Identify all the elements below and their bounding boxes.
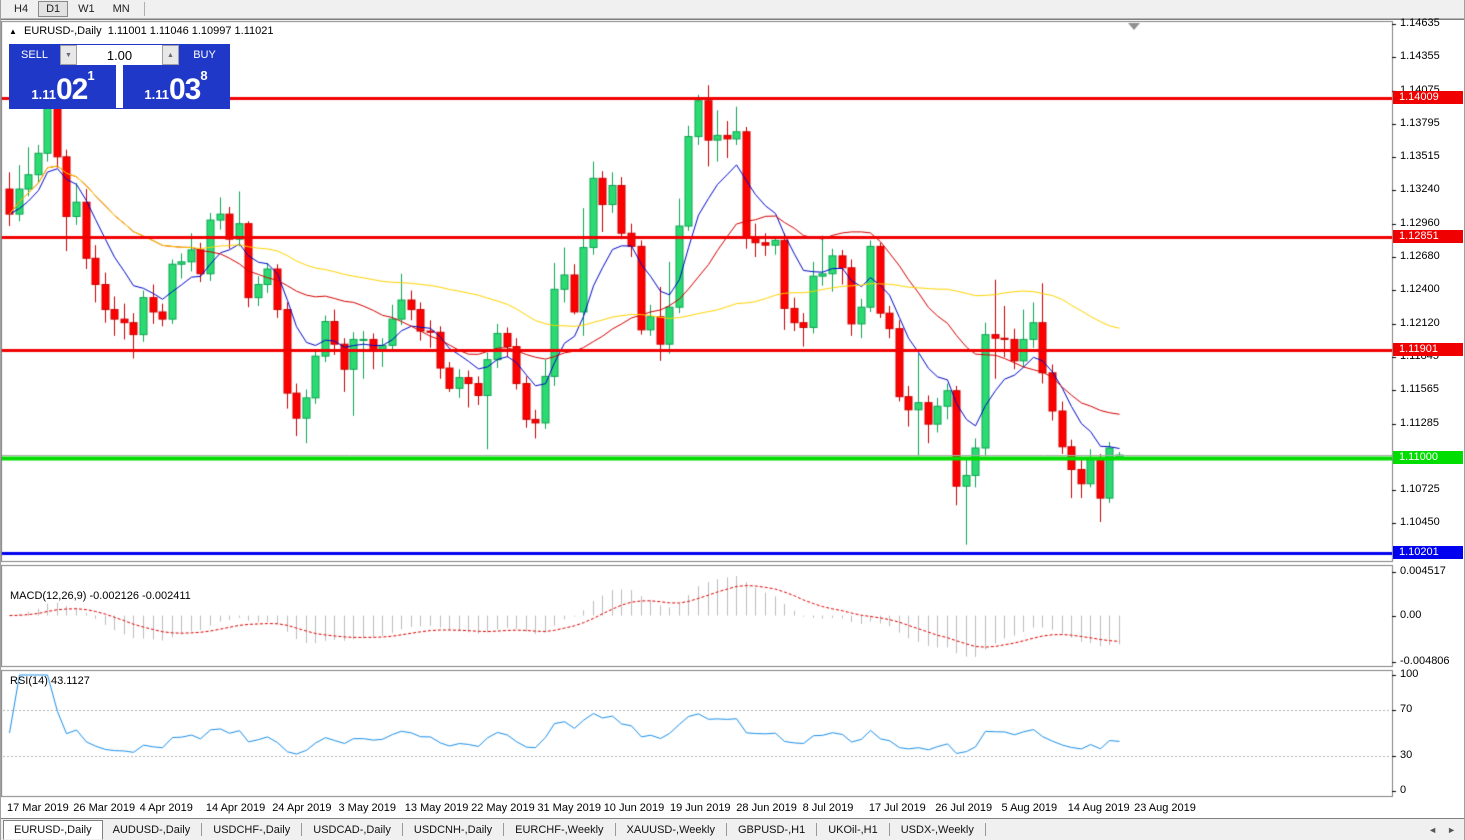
price-axis-label: 1.11565 [1400, 383, 1439, 395]
date-axis-label: 4 Apr 2019 [139, 802, 193, 814]
date-axis-label: 5 Aug 2019 [1001, 802, 1058, 814]
date-axis-label: 26 Mar 2019 [73, 802, 136, 814]
timeframe-toolbar: H4 D1 W1 MN [1, 0, 1464, 19]
price-axis-label: 1.11285 [1400, 417, 1439, 429]
rsi-axis-label: 30 [1400, 749, 1413, 761]
toolbar-separator [143, 2, 145, 16]
sell-quote-box[interactable]: 1.11 02 1 [10, 65, 116, 108]
date-axis-label: 17 Jul 2019 [868, 802, 926, 814]
macd-axis-label: -0.004806 [1400, 655, 1450, 667]
chart-canvas[interactable] [1, 20, 1464, 819]
date-axis-label: 28 Jun 2019 [736, 802, 797, 814]
buy-price-prefix: 1.11 [144, 87, 169, 102]
symbol-tab-ukoil-h1[interactable]: UKOil-,H1 [828, 823, 878, 836]
volume-stepper: ▼ ▲ [59, 45, 180, 65]
collapse-arrow-icon[interactable]: ▲ [9, 27, 17, 36]
date-axis-label: 24 Apr 2019 [272, 802, 332, 814]
rsi-axis-label: 0 [1400, 784, 1407, 796]
tab-scroll-right-icon[interactable]: ► [1447, 824, 1456, 835]
symbol-tab-usdx-weekly[interactable]: USDX-,Weekly [900, 823, 974, 836]
price-level-tag: 1.11000 [1393, 451, 1463, 464]
symbol-tab-eurchf-weekly[interactable]: EURCHF-,Weekly [515, 823, 604, 836]
price-axis-label: 1.12680 [1400, 250, 1440, 262]
price-axis-label: 1.13515 [1400, 150, 1440, 162]
symbol-tab-usdchf-daily[interactable]: USDCHF-,Daily [213, 823, 291, 836]
date-axis-label: 14 Apr 2019 [205, 802, 266, 814]
rsi-axis-label: 100 [1400, 668, 1419, 680]
price-axis-label: 1.13795 [1400, 117, 1440, 129]
price-axis-label: 1.10725 [1400, 483, 1440, 495]
tab-separator [301, 823, 303, 836]
price-axis-label: 1.12400 [1400, 283, 1440, 295]
macd-indicator-label: MACD(12,26,9) -0.002126 -0.002411 [10, 590, 191, 602]
timeframe-button-h4[interactable]: H4 [14, 3, 29, 15]
price-level-tag: 1.11901 [1393, 343, 1463, 356]
price-level-tag: 1.10201 [1393, 546, 1463, 559]
tab-separator [816, 823, 818, 836]
symbol-tab-xauusd-weekly[interactable]: XAUUSD-,Weekly [626, 823, 715, 836]
symbol-tab-bar: EURUSD-,Daily AUDUSD-,Daily USDCHF-,Daily U… [1, 818, 1464, 840]
sell-price-pip: 1 [87, 68, 95, 83]
symbol-tab-gbpusd-h1[interactable]: GBPUSD-,H1 [737, 823, 806, 836]
volume-up-icon[interactable]: ▲ [162, 45, 179, 65]
chart-symbol-label: EURUSD-,Daily [23, 25, 102, 37]
date-axis-label: 19 Jun 2019 [670, 802, 731, 814]
chart-ohlc-values: 1.11001 1.11046 1.10997 1.11021 [107, 25, 274, 37]
date-axis-label: 3 May 2019 [338, 802, 396, 814]
sell-price-prefix: 1.11 [31, 87, 56, 102]
tab-separator [401, 823, 403, 836]
buy-price-pip: 8 [200, 68, 208, 83]
volume-down-icon[interactable]: ▼ [60, 45, 77, 65]
date-axis-label: 22 May 2019 [471, 802, 535, 814]
tab-separator [201, 823, 203, 836]
macd-axis-label: 0.004517 [1400, 565, 1446, 577]
buy-price-main: 03 [168, 73, 201, 106]
price-axis-label: 1.12120 [1400, 317, 1440, 329]
date-axis-label: 26 Jul 2019 [935, 802, 993, 814]
symbol-tab-eurusd-daily[interactable]: EURUSD-,Daily [3, 819, 103, 840]
price-axis-label: 1.12960 [1400, 217, 1440, 229]
rsi-indicator-label: RSI(14) 43.1127 [10, 675, 90, 687]
price-axis-label: 1.10450 [1400, 516, 1440, 528]
date-axis-label: 23 Aug 2019 [1134, 802, 1196, 814]
tab-separator [614, 823, 616, 836]
tab-separator [503, 823, 505, 836]
tab-separator [725, 823, 727, 836]
buy-quote-box[interactable]: 1.11 03 8 [123, 65, 229, 108]
volume-input[interactable] [77, 45, 162, 65]
date-axis-label: 14 Aug 2019 [1067, 802, 1130, 814]
tab-scroll-left-icon[interactable]: ◄ [1428, 824, 1438, 835]
macd-axis-label: 0.00 [1400, 609, 1422, 621]
date-axis-label: 10 Jun 2019 [603, 802, 665, 814]
price-level-tag: 1.12851 [1393, 230, 1463, 243]
symbol-tab-audusd-daily[interactable]: AUDUSD-,Daily [112, 823, 191, 836]
price-level-tag: 1.14009 [1393, 91, 1463, 104]
price-axis-label: 1.14355 [1400, 50, 1440, 62]
sell-price-main: 02 [55, 73, 88, 106]
chart-title: ▲ EURUSD-,Daily 1.11001 1.11046 1.10997 … [9, 25, 274, 37]
symbol-tab-usdcad-daily[interactable]: USDCAD-,Daily [313, 823, 391, 836]
date-axis-label: 31 May 2019 [537, 802, 601, 814]
date-axis-label: 8 Jul 2019 [802, 802, 854, 814]
price-axis-label: 1.14635 [1400, 17, 1440, 29]
buy-button[interactable]: BUY [180, 45, 229, 65]
symbol-tab-usdcnh-daily[interactable]: USDCNH-,Daily [413, 823, 493, 836]
tab-separator [984, 823, 986, 836]
date-axis-label: 13 May 2019 [404, 802, 469, 814]
date-axis-label: 17 Mar 2019 [7, 802, 69, 814]
timeframe-button-d1[interactable]: D1 [38, 1, 69, 17]
chart-workspace: ▲ EURUSD-,Daily 1.11001 1.11046 1.10997 … [1, 17, 1464, 819]
tab-separator [888, 823, 890, 836]
sell-button[interactable]: SELL [10, 45, 59, 65]
timeframe-button-w1[interactable]: W1 [78, 3, 95, 15]
rsi-axis-label: 70 [1400, 703, 1413, 715]
timeframe-button-mn[interactable]: MN [112, 3, 130, 15]
price-axis-label: 1.13240 [1400, 183, 1440, 195]
